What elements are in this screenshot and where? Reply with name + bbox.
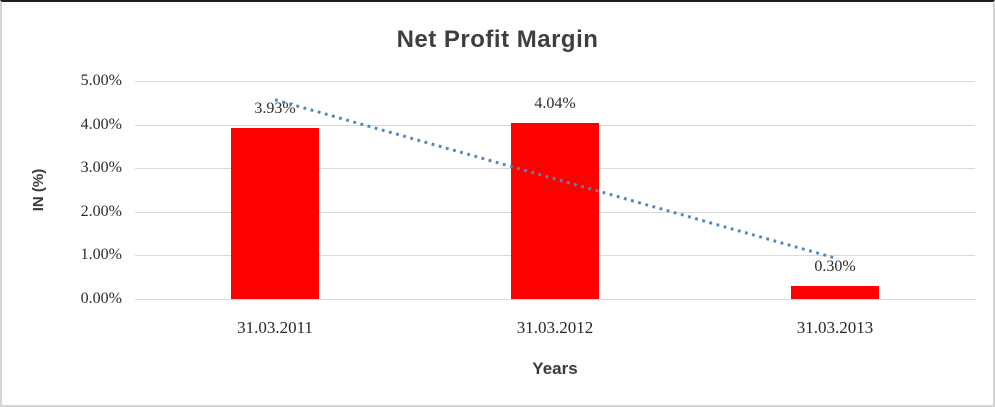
data-label: 0.30% [814,257,856,275]
y-tick-label: 1.00% [80,246,122,264]
x-category-label: 31.03.2012 [516,318,594,337]
chart-title: Net Profit Margin [396,26,599,53]
x-category-label: 31.03.2011 [237,318,313,337]
x-axis-title: Years [532,359,578,378]
y-axis-title: IN (%) [30,168,47,212]
x-category-label: 31.03.2013 [796,318,874,337]
bar-31.03.2012 [511,123,599,299]
y-tick-label: 2.00% [80,202,122,220]
plot-area: 3.93% 4.04% 0.30% [135,80,975,300]
y-tick-label: 3.00% [80,159,122,177]
gridline [135,80,975,82]
data-label: 3.93% [254,99,296,117]
gridline [135,298,975,300]
data-label: 4.04% [534,94,576,112]
bar-31.03.2013 [791,286,879,299]
y-tick-label: 4.00% [80,115,122,133]
bar-31.03.2011 [231,128,319,299]
y-tick-label: 5.00% [80,72,122,89]
y-tick-label: 0.00% [80,290,122,307]
